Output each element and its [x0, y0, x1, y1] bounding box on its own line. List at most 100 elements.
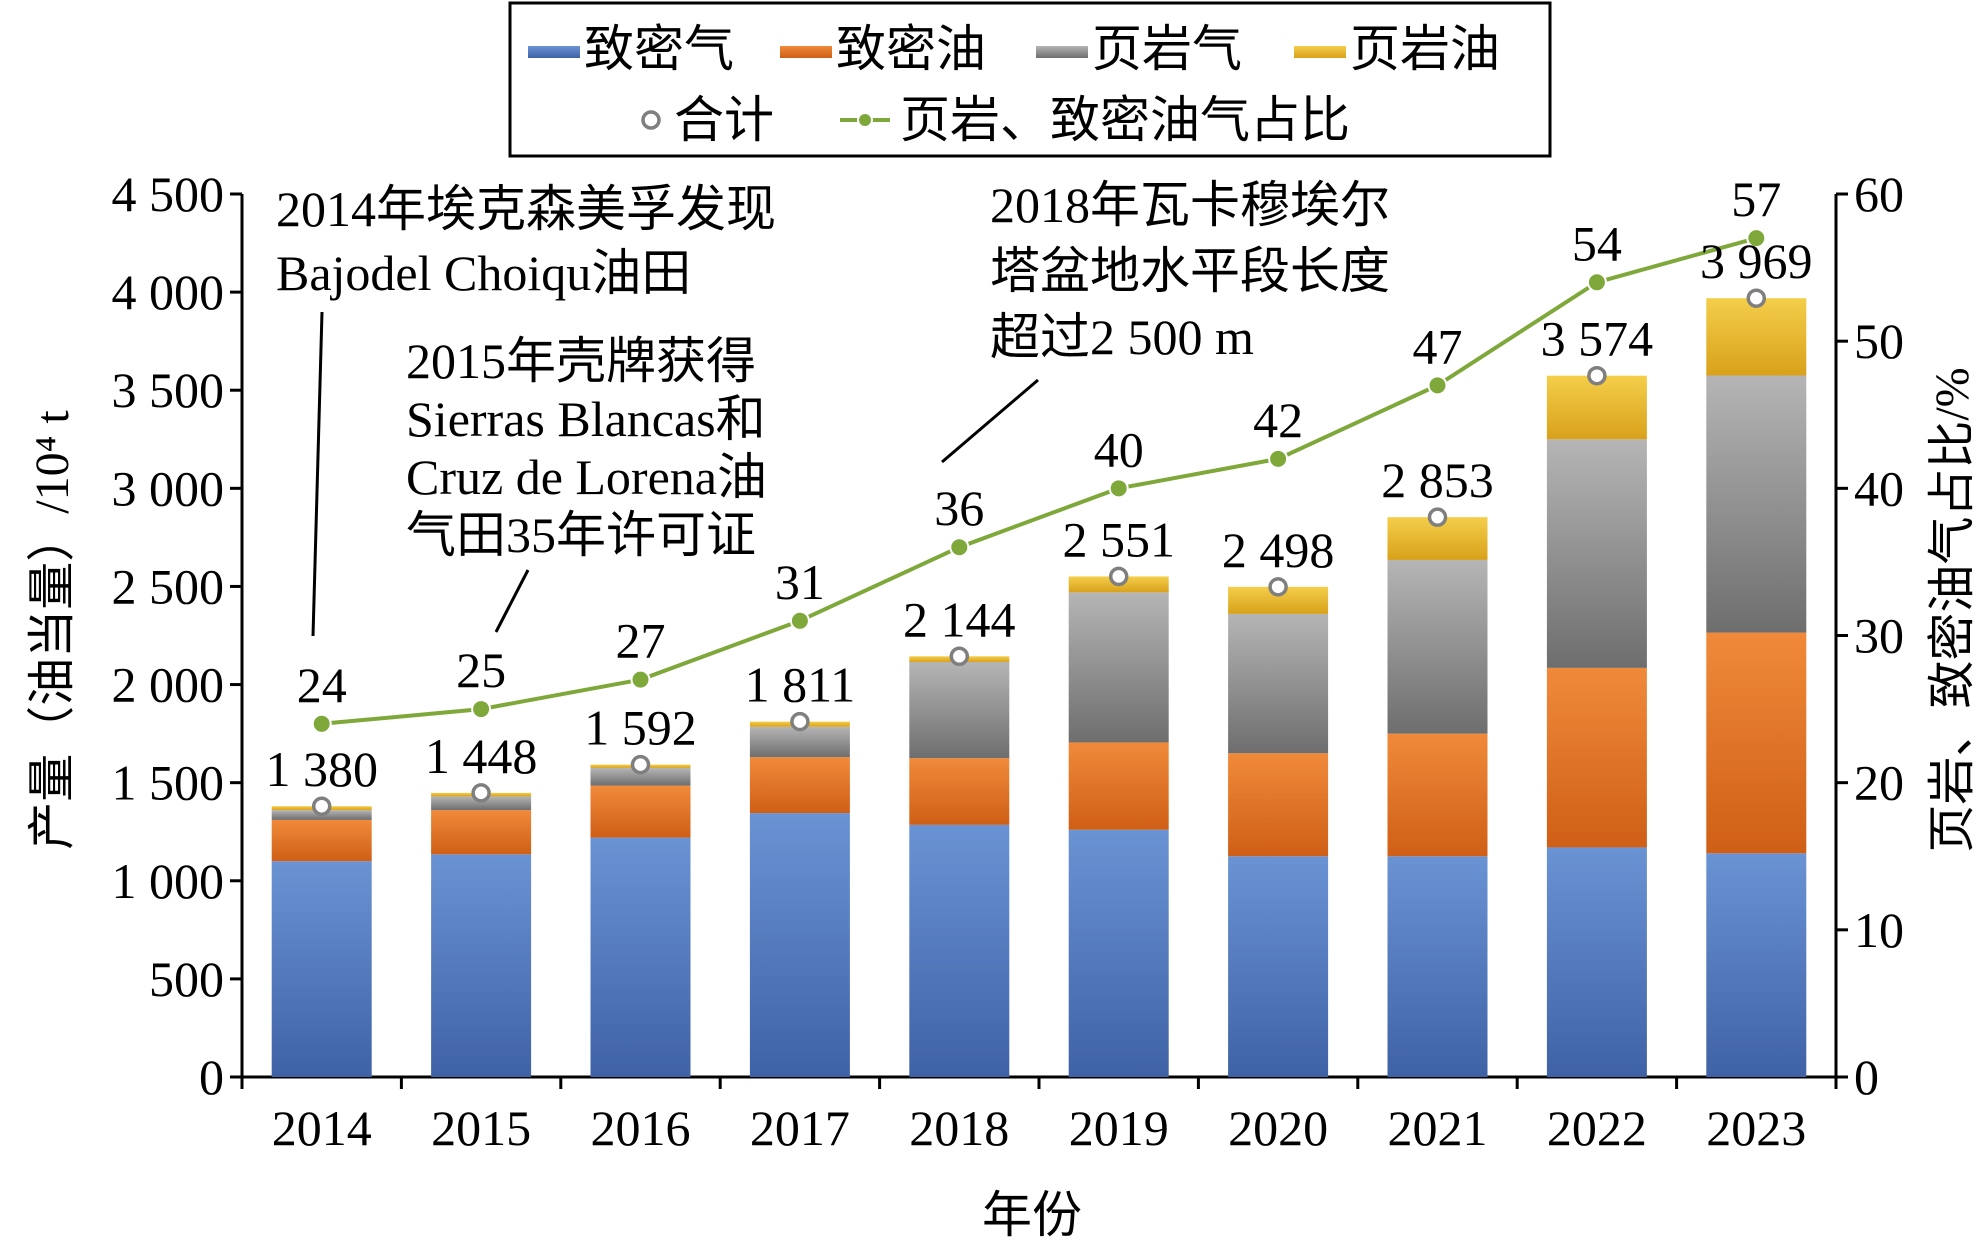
- legend-item-total: 合计: [641, 92, 774, 148]
- x-tick-label: 2017: [750, 1100, 850, 1156]
- bar-segment-tight-oil: [749, 757, 850, 814]
- bar-segment-shale-gas: [909, 661, 1010, 759]
- annotation-2018-leader: [941, 378, 1039, 464]
- bar-segment-tight-gas: [1228, 856, 1329, 1077]
- ratio-value-label: 27: [616, 613, 666, 669]
- legend-item-shale-gas: 页岩气: [1036, 21, 1242, 77]
- bar-segment-tight-oil: [431, 810, 532, 855]
- bar-segment-shale-gas: [1546, 439, 1647, 668]
- legend-label-tight-oil: 致密油: [836, 21, 986, 77]
- x-tick-label: 2021: [1388, 1100, 1488, 1156]
- ratio-polyline: [321, 236, 1757, 726]
- legend-swatch-tight-oil: [780, 46, 832, 58]
- legend-swatch-shale-oil: [1294, 46, 1346, 58]
- total-value-label: 2 551: [1062, 511, 1175, 567]
- annotation-2014: 2014年埃克森美孚发现 Bajodel Choiqu油田: [276, 181, 776, 637]
- x-tick-label: 2014: [272, 1100, 372, 1156]
- total-value-label: 1 811: [745, 657, 856, 713]
- y-tick-label: 3 500: [112, 362, 225, 418]
- annotation-2015-line-4: 气田35年许可证: [406, 507, 756, 563]
- total-marker: [311, 796, 332, 816]
- x-tick-label: 2016: [591, 1100, 691, 1156]
- total-value-label: 3 969: [1700, 233, 1813, 289]
- bar-segment-tight-gas: [1068, 829, 1169, 1077]
- y2-axis-title: 页岩、致密油气占比/%: [1926, 367, 1979, 852]
- ratio-point: [1427, 375, 1448, 396]
- bar-segment-tight-oil: [590, 785, 691, 838]
- total-value-label: 1 380: [265, 741, 378, 797]
- bar-segment-tight-oil: [1387, 733, 1488, 857]
- y-tick-label: 1 500: [112, 755, 225, 811]
- ratio-value-label: 24: [297, 657, 347, 713]
- y2-tick-label: 60: [1854, 166, 1904, 222]
- ratio-value-label: 42: [1253, 392, 1303, 448]
- bar-segment-shale-gas: [431, 796, 532, 811]
- bar-segment-shale-gas: [590, 767, 691, 786]
- ratio-point: [1268, 448, 1289, 469]
- total-marker: [1746, 288, 1767, 308]
- ratio-value-label: 36: [934, 480, 984, 536]
- annotation-2018-line-3: 超过2 500 m: [990, 309, 1254, 365]
- legend-item-tight-gas: 致密气: [528, 21, 734, 77]
- bar-segment-tight-gas: [590, 837, 691, 1077]
- total-marker: [949, 646, 970, 667]
- bar-segment-shale-gas: [1228, 613, 1329, 754]
- bar-segment-tight-oil: [271, 819, 372, 862]
- legend: 致密气 致密油 页岩气 页岩油 合计 页岩、致密油气占比: [508, 1, 1552, 158]
- annotations: 2014年埃克森美孚发现 Bajodel Choiqu油田 2015年壳牌获得 …: [276, 177, 1390, 637]
- total-marker: [790, 711, 810, 732]
- bar-segment-tight-gas: [909, 824, 1010, 1077]
- x-tick-label: 2022: [1547, 1100, 1647, 1156]
- legend-marker-ratio: [857, 112, 873, 128]
- y-axis-title: 产量（油当量）/10⁴ t: [26, 410, 79, 850]
- ratio-value-label: 25: [456, 642, 506, 698]
- bar-segment-shale-gas: [1706, 375, 1807, 633]
- ratio-point: [630, 669, 651, 690]
- legend-swatch-shale-gas: [1036, 46, 1088, 58]
- legend-label-shale-oil: 页岩油: [1350, 21, 1500, 77]
- x-tick-label: 2023: [1706, 1100, 1806, 1156]
- bar-segment-shale-oil: [1546, 375, 1647, 440]
- annotation-2015: 2015年壳牌获得 Sierras Blancas和 Cruz de Loren…: [406, 333, 767, 633]
- labels: 24 25 27 31 36 40 42 47 54 57 1 380 1 448 1 592 1 811…: [265, 171, 1813, 816]
- legend-item-shale-oil: 页岩油: [1294, 21, 1500, 77]
- legend-item-ratio: 页岩、致密油气占比: [840, 92, 1350, 148]
- total-marker: [630, 754, 651, 775]
- x-tick-label: 2015: [431, 1100, 531, 1156]
- bar-segment-tight-oil: [1068, 742, 1169, 830]
- ratio-point: [471, 699, 492, 720]
- legend-label-shale-gas: 页岩气: [1092, 21, 1242, 77]
- y2-tick-label: 20: [1854, 755, 1904, 811]
- legend-label-ratio: 页岩、致密油气占比: [900, 92, 1350, 148]
- total-marker: [1587, 365, 1607, 386]
- total-value-label: 2 853: [1381, 452, 1494, 508]
- annotation-2018-line-1: 2018年瓦卡穆埃尔: [990, 177, 1390, 233]
- y-tick-label: 4 500: [112, 166, 225, 222]
- bar-segment-tight-oil: [1546, 667, 1647, 848]
- x-axis-title: 年份: [982, 1187, 1082, 1243]
- annotation-2018: 2018年瓦卡穆埃尔 塔盆地水平段长度 超过2 500 m: [941, 177, 1390, 464]
- annotation-2015-line-3: Cruz de Lorena油: [406, 449, 767, 505]
- annotation-2018-line-2: 塔盆地水平段长度: [990, 243, 1390, 299]
- ratio-value-label: 47: [1413, 318, 1463, 374]
- ratio-point: [1108, 478, 1129, 499]
- total-value-label: 2 144: [903, 591, 1016, 647]
- x-tick-label: 2019: [1069, 1100, 1169, 1156]
- annotation-2015-leader: [494, 569, 530, 633]
- total-value-label: 3 574: [1541, 311, 1654, 367]
- ratio-value-label: 31: [775, 554, 825, 610]
- legend-swatch-tight-gas: [528, 46, 580, 58]
- y-tick-label: 2 000: [112, 657, 225, 713]
- annotation-2014-leader: [311, 311, 324, 637]
- total-value-label: 1 592: [584, 700, 697, 756]
- legend-label-total: 合计: [674, 92, 774, 148]
- bar-segment-tight-oil: [1228, 753, 1329, 857]
- y-tick-label: 0: [199, 1049, 224, 1105]
- total-value-label: 1 448: [425, 728, 538, 784]
- total-marker: [1108, 566, 1129, 587]
- bar-segment-tight-oil: [1706, 632, 1807, 854]
- annotation-2014-line-2: Bajodel Choiqu油田: [276, 245, 691, 301]
- ratio-value-label: 40: [1094, 421, 1144, 477]
